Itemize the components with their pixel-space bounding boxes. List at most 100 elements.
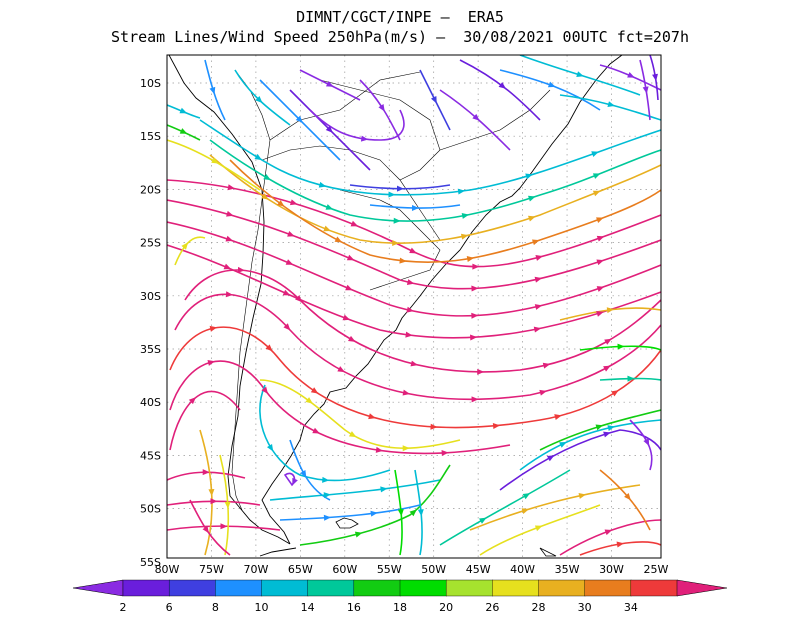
streamline-arrow xyxy=(370,510,378,517)
streamline-arrow xyxy=(596,235,605,242)
streamline-arrow xyxy=(393,217,401,224)
chart-title-line2: Stream Lines/Wind Speed 250hPa(m/s) – 30… xyxy=(111,28,689,46)
streamline-arrow xyxy=(617,343,625,350)
streamline-arrow xyxy=(261,386,269,394)
streamline-arrow xyxy=(323,492,331,499)
streamline-arrow xyxy=(441,449,449,456)
streamline-arrow xyxy=(604,529,613,536)
streamline-arrow xyxy=(492,422,501,429)
streamline-arrow xyxy=(591,151,599,157)
colorbar-label: 34 xyxy=(624,601,638,614)
streamline-arrow xyxy=(472,113,480,121)
south-america-coastline xyxy=(168,55,623,557)
streamline-arrow xyxy=(255,96,263,104)
colorbar-label: 14 xyxy=(301,601,315,614)
streamline-arrow xyxy=(375,446,384,453)
streamline-arrow xyxy=(409,247,417,254)
streamline-arrow xyxy=(261,193,269,200)
streamline-arrow xyxy=(402,445,410,452)
lon-tick-label: 65W xyxy=(288,563,313,576)
streamline-arrow xyxy=(471,312,479,319)
streamline-arrow xyxy=(348,431,357,438)
streamline xyxy=(519,419,661,471)
streamline-arrow xyxy=(289,199,298,206)
streamline-arrow xyxy=(285,259,294,265)
streamline-arrow xyxy=(466,256,475,262)
streamline-arrow xyxy=(470,334,478,341)
lat-tick-label: 25S xyxy=(140,237,161,250)
streamline-arrow xyxy=(596,217,604,223)
lon-tick-label: 75W xyxy=(199,563,224,576)
streamline-arrow xyxy=(360,135,369,142)
streamline xyxy=(279,504,421,521)
streamline-arrow xyxy=(642,86,649,94)
map-frame xyxy=(166,54,662,559)
streamline-arrow xyxy=(603,365,611,372)
streamline-arrow xyxy=(283,323,291,331)
lat-tick-label: 50S xyxy=(140,503,161,516)
streamline-arrow xyxy=(603,431,611,438)
lon-tick-label: 40W xyxy=(510,563,535,576)
streamline-arrow xyxy=(378,104,385,112)
streamline-arrow xyxy=(596,259,605,266)
colorbar-label: 10 xyxy=(255,601,269,614)
streamline xyxy=(599,377,661,381)
streamline-arrow xyxy=(624,492,631,501)
streamline-arrow xyxy=(318,181,327,188)
streamline-arrow xyxy=(325,125,333,133)
streamline xyxy=(209,139,661,222)
colorbar-segment xyxy=(307,579,355,597)
streamline-arrow xyxy=(282,289,291,296)
streamline-arrow xyxy=(254,153,263,161)
lat-tick-label: 15S xyxy=(140,130,161,143)
streamline-arrow xyxy=(181,242,189,250)
lat-tick-label: 40S xyxy=(140,396,161,409)
streamline-arrow xyxy=(399,257,407,264)
lon-tick-label: 60W xyxy=(332,563,357,576)
streamline-arrow xyxy=(406,279,415,285)
streamline-arrow xyxy=(430,423,438,430)
streamline-arrow xyxy=(223,263,232,270)
lat-tick-label: 35S xyxy=(140,343,161,356)
streamline-arrow xyxy=(534,276,543,283)
streamline-arrow xyxy=(210,498,218,505)
streamline-arrow xyxy=(325,80,334,87)
streamline-arrow xyxy=(295,115,303,123)
streamline-arrow xyxy=(225,235,234,242)
streamline-arrow xyxy=(596,286,605,292)
colorbar-label: 20 xyxy=(439,601,453,614)
lat-lon-grid xyxy=(167,55,661,558)
streamline-arrow xyxy=(534,304,543,310)
streamline-arrow xyxy=(535,255,543,261)
streamline-arrow xyxy=(397,509,404,517)
streamline-arrow xyxy=(209,86,216,95)
streamline-arrow xyxy=(409,509,417,517)
streamline-arrow xyxy=(346,254,355,261)
streamline xyxy=(167,179,661,268)
streamline-arrow xyxy=(337,366,345,373)
colorbar-label: 8 xyxy=(212,601,219,614)
streamline-arrow xyxy=(202,525,209,534)
streamline-arrow xyxy=(533,326,542,333)
streamline-arrow xyxy=(263,174,271,181)
streamline-arrow xyxy=(295,295,303,303)
streamline xyxy=(219,454,230,556)
streamline xyxy=(199,429,213,556)
lon-tick-label: 25W xyxy=(644,563,669,576)
streamline-arrow xyxy=(652,73,658,82)
wind-speed-colorbar: 2 6 8 10 14 16 18 20 26 28 30 34 xyxy=(72,579,728,614)
streamline-arrow xyxy=(471,396,479,403)
colorbar-segment xyxy=(445,579,494,597)
streamline-arrow xyxy=(643,438,650,446)
streamline-arrow xyxy=(554,414,562,420)
streamline-arrow xyxy=(430,95,437,104)
streamline xyxy=(167,221,661,317)
streamline xyxy=(209,154,661,244)
colorbar-segment xyxy=(630,579,678,597)
streamline-arrow xyxy=(542,362,551,369)
streamline-arrow xyxy=(354,531,363,538)
colorbar-label: 2 xyxy=(120,601,127,614)
streamline xyxy=(459,59,541,121)
streamline-arrow xyxy=(596,311,604,317)
